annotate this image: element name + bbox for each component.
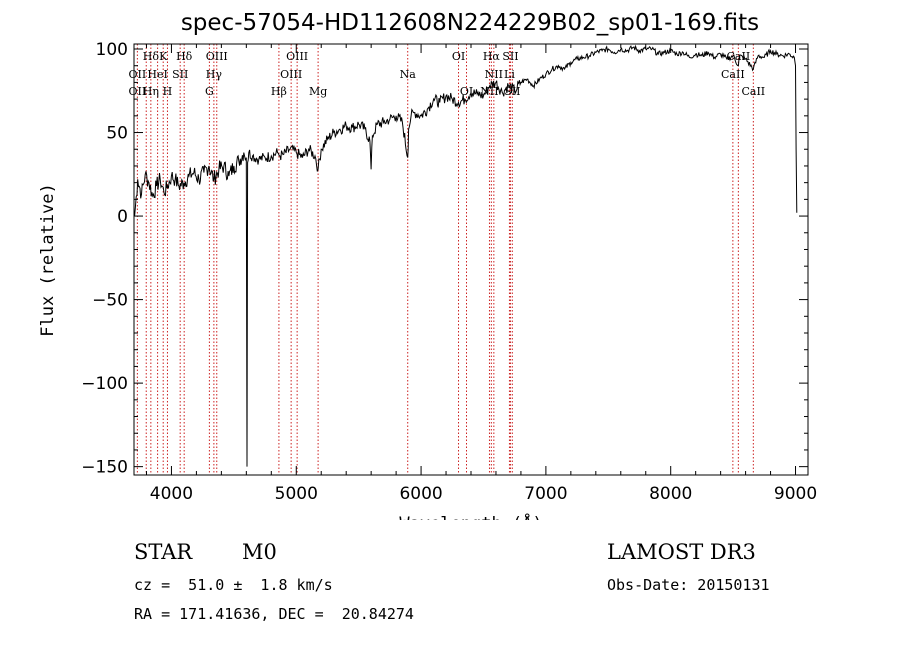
line-label: OIII bbox=[206, 50, 228, 63]
y-tick-label: 50 bbox=[106, 124, 128, 144]
line-label: K bbox=[159, 50, 168, 63]
coordinates: RA = 171.41636, DEC = 20.84274 bbox=[134, 605, 414, 623]
line-label: Hβ bbox=[271, 85, 287, 98]
x-tick-label: 5000 bbox=[275, 484, 318, 504]
line-label: CaII bbox=[721, 68, 745, 81]
line-label: OIII bbox=[280, 68, 302, 81]
object-subclass: M0 bbox=[242, 540, 277, 564]
line-label: Hη bbox=[143, 85, 159, 98]
line-label: SII bbox=[502, 50, 518, 63]
line-label: NII bbox=[485, 68, 503, 81]
line-label: G bbox=[205, 85, 214, 98]
line-label: OI bbox=[452, 50, 465, 63]
spectral-line-markers bbox=[136, 44, 754, 475]
line-label: Mg bbox=[309, 85, 327, 98]
y-tick-label: 0 bbox=[117, 207, 128, 227]
line-label: SII bbox=[504, 85, 520, 98]
line-label: OII bbox=[129, 85, 147, 98]
spectrum-chart: spec-57054-HD112608N224229B02_sp01-169.f… bbox=[38, 10, 817, 520]
line-label: SII bbox=[172, 68, 188, 81]
x-tick-label: 8000 bbox=[649, 484, 692, 504]
x-tick-label: 7000 bbox=[524, 484, 567, 504]
y-tick-label: −50 bbox=[92, 291, 128, 311]
x-tick-label: 4000 bbox=[150, 484, 193, 504]
survey-name: LAMOST DR3 bbox=[607, 540, 756, 564]
line-label: OII bbox=[129, 68, 147, 81]
x-tick-label: 9000 bbox=[774, 484, 817, 504]
axis-ticks: 4000 5000 6000 7000 8000 9000 100 50 0 −50 −100 −15… bbox=[81, 40, 817, 504]
y-tick-label: −150 bbox=[81, 458, 128, 478]
line-label: OIII bbox=[286, 50, 308, 63]
redshift-text: cz = 51.0 ± 1.8 km/s bbox=[134, 576, 333, 594]
object-class: STAR bbox=[134, 540, 193, 564]
plot-frame bbox=[133, 43, 809, 476]
line-label: H bbox=[163, 85, 173, 98]
x-axis-label: Wavelength (Å) bbox=[399, 512, 542, 520]
line-label: Na bbox=[400, 68, 417, 81]
line-label: Hα bbox=[483, 50, 501, 63]
line-label: CaII bbox=[727, 50, 751, 63]
obs-date: Obs-Date: 20150131 bbox=[607, 576, 770, 594]
line-label: Li bbox=[504, 68, 515, 81]
y-tick-label: −100 bbox=[81, 374, 128, 394]
line-label: CaII bbox=[741, 85, 765, 98]
chart-title: spec-57054-HD112608N224229B02_sp01-169.f… bbox=[181, 10, 759, 36]
line-label: HeI bbox=[147, 68, 167, 81]
line-label: Hδ bbox=[143, 50, 160, 63]
line-label: Hδ bbox=[176, 50, 193, 63]
y-tick-label: 100 bbox=[96, 40, 128, 60]
x-tick-label: 6000 bbox=[399, 484, 442, 504]
line-label: Hγ bbox=[206, 68, 223, 81]
spectrum-series-line bbox=[134, 44, 798, 467]
y-axis-label: Flux (relative) bbox=[38, 183, 58, 337]
